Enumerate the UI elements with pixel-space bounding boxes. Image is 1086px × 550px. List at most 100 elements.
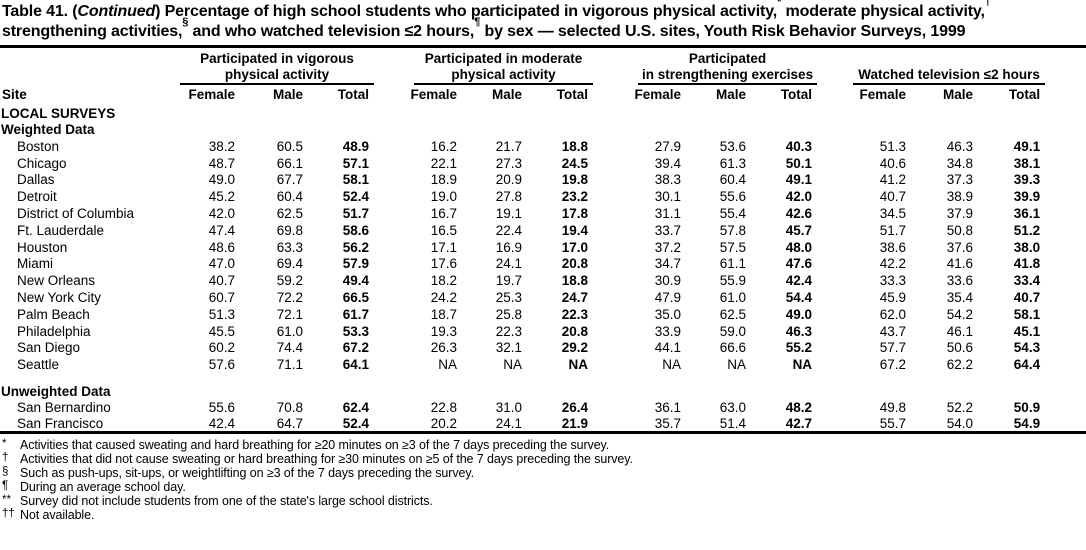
group-header-line: Participated in vigorous	[200, 51, 354, 66]
site-name: New York City	[17, 290, 102, 306]
value-cell: 33.6	[946, 273, 974, 289]
footnote-marker: ¶	[2, 480, 9, 493]
footnote-text: Survey did not include students from one…	[20, 494, 433, 509]
value-cell: 36.1	[654, 400, 682, 416]
site-name: District of Columbia	[17, 206, 135, 222]
column-header-male: Male	[492, 87, 523, 102]
footnote-ref-pilcrow: ¶	[474, 15, 481, 28]
data-row: Boston 38.2 60.5 48.9 16.2 21.7 18.8 27.9 53.6 40…	[0, 138, 1086, 155]
row-filler	[1045, 222, 1086, 239]
total-value-cell: 49.1	[785, 172, 813, 188]
table-header: Site Participated in vigorous physical act…	[0, 48, 1086, 105]
value-cell: 47.9	[654, 290, 682, 306]
title-text: Table 41. (	[2, 3, 78, 20]
value-cell: 32.1	[495, 340, 523, 356]
value-cell: 49.0	[208, 172, 235, 188]
value-cell: 26.3	[430, 340, 458, 356]
data-row: San Diego 60.2 74.4 67.2 26.3 32.1 29.2 44.1 66.…	[0, 340, 1086, 357]
value-cell: 47.4	[208, 222, 235, 238]
value-cell: 51.3	[879, 138, 907, 154]
column-header-female: Female	[188, 87, 235, 102]
column-header-male: Male	[716, 87, 747, 102]
data-row: Ft. Lauderdale 47.4 69.8 58.6 16.5 22.4 19.4 33…	[0, 222, 1086, 239]
value-cell: 33.3	[879, 273, 907, 289]
total-value-cell: 52.4	[342, 189, 370, 205]
total-value-cell: 62.4	[342, 400, 370, 416]
value-cell: NA	[727, 357, 747, 373]
column-header-female: Female	[410, 87, 458, 102]
value-cell: 66.1	[276, 155, 303, 171]
value-cell: 40.7	[208, 273, 235, 289]
value-cell: 72.2	[276, 290, 303, 306]
value-cell: 60.4	[719, 172, 747, 188]
value-cell: 60.4	[276, 189, 303, 205]
title-text: by sex — selected U.S. sites, Youth Risk…	[480, 23, 966, 40]
data-row: Chicago 48.7 66.1 57.1 22.1 27.3 24.5 39.4 61.3 5…	[0, 155, 1086, 172]
site-name: Boston	[17, 138, 60, 154]
total-value-cell: 23.2	[561, 189, 589, 205]
total-value-cell: 64.1	[342, 357, 370, 373]
value-cell: 18.2	[430, 273, 458, 289]
value-cell: 40.7	[879, 189, 907, 205]
footnote: * Activities that caused sweating and har…	[2, 438, 1084, 452]
value-cell: 64.7	[276, 416, 303, 432]
group-header: Watched television ≤2 hours	[817, 48, 1046, 85]
value-cell: 40.6	[879, 155, 907, 171]
total-value-cell: 53.3	[342, 323, 370, 339]
total-value-cell: 45.1	[1013, 323, 1041, 339]
value-cell: 33.7	[654, 222, 682, 238]
value-cell: 25.8	[495, 306, 523, 322]
column-header-male: Male	[943, 87, 974, 102]
value-cell: 69.8	[276, 222, 303, 238]
value-cell: 62.5	[276, 206, 303, 222]
value-cell: 45.9	[879, 290, 907, 306]
value-cell: 42.0	[208, 206, 235, 222]
total-value-cell: 29.2	[561, 340, 589, 356]
total-value-cell: 46.3	[785, 323, 813, 339]
value-cell: 38.9	[946, 189, 974, 205]
value-cell: 61.3	[719, 155, 747, 171]
value-cell: 54.2	[946, 306, 974, 322]
total-value-cell: 19.4	[561, 222, 589, 238]
site-name: Miami	[17, 256, 53, 272]
value-cell: 71.1	[276, 357, 303, 373]
total-value-cell: 51.2	[1013, 222, 1041, 238]
row-filler	[1045, 172, 1086, 189]
total-value-cell: 41.8	[1013, 256, 1041, 272]
value-cell: 38.6	[879, 239, 907, 255]
total-value-cell: 38.1	[1013, 155, 1041, 171]
footnote: § Such as push-ups, sit-ups, or weightlif…	[2, 466, 1084, 480]
value-cell: 17.6	[430, 256, 458, 272]
row-filler	[1045, 306, 1086, 323]
value-cell: 17.1	[430, 239, 458, 255]
group-header-line: Participated in moderate	[424, 51, 583, 66]
value-cell: 49.8	[879, 400, 907, 416]
footnote-ref-section: §	[182, 15, 189, 28]
total-value-cell: 56.2	[342, 239, 370, 255]
value-cell: 41.2	[879, 172, 907, 188]
total-value-cell: 17.8	[561, 206, 589, 222]
value-cell: 22.3	[495, 323, 523, 339]
title-text: ) Percentage of high school students who…	[155, 3, 778, 20]
value-cell: 35.7	[654, 416, 682, 432]
value-cell: 72.1	[276, 306, 303, 322]
total-value-cell: 57.1	[342, 155, 370, 171]
title-text: moderate physical activity,	[781, 3, 985, 20]
table-body: LOCAL SURVEYS Weighted Data Boston 38.2 60.5…	[0, 105, 1086, 433]
site-name: San Diego	[17, 340, 81, 356]
total-value-cell: 45.7	[785, 222, 813, 238]
value-cell: 22.4	[495, 222, 523, 238]
group-header-line: physical activity	[224, 66, 330, 82]
value-cell: 61.1	[719, 256, 747, 272]
footnote-marker: *	[2, 438, 7, 451]
value-cell: 57.8	[719, 222, 747, 238]
data-row: Philadelphia 45.5 61.0 53.3 19.3 22.3 20.8 33.9…	[0, 323, 1086, 340]
total-value-cell: 49.4	[342, 273, 370, 289]
group-header-line: in strengthening exercises	[642, 66, 814, 82]
total-value-cell: 58.1	[342, 172, 370, 188]
value-cell: 24.2	[430, 290, 458, 306]
value-cell: 62.2	[946, 357, 974, 373]
value-cell: NA	[438, 357, 458, 373]
total-value-cell: 17.0	[561, 239, 589, 255]
site-name: Houston	[17, 239, 68, 255]
